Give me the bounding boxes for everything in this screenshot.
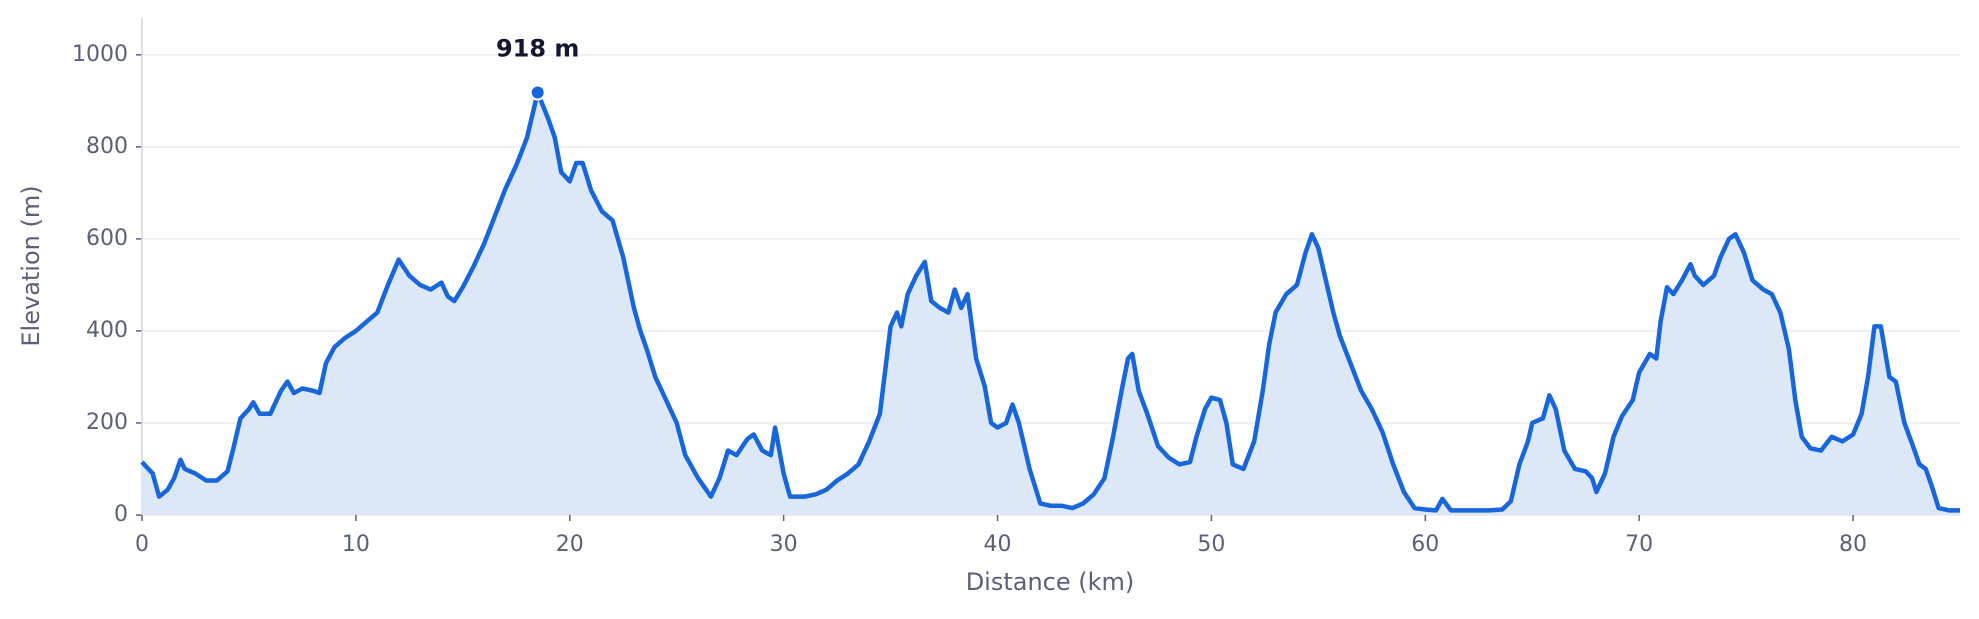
y-tick-label: 800 (86, 134, 128, 159)
x-tick-label: 30 (770, 532, 798, 557)
y-tick-label: 400 (86, 318, 128, 343)
y-tick-label: 200 (86, 410, 128, 435)
y-tick-label: 0 (114, 502, 128, 527)
x-tick-label: 80 (1839, 532, 1867, 557)
peak-label: 918 m (496, 35, 579, 63)
area (142, 92, 1960, 516)
y-axis-label: Elevation (m) (17, 185, 45, 346)
line (140, 90, 1960, 513)
x-tick-label: 10 (342, 532, 370, 557)
y-tick-label: 1000 (72, 42, 128, 67)
x-tick-label: 50 (1197, 532, 1225, 557)
x-tick-label: 60 (1411, 532, 1439, 557)
x-tick-label: 70 (1625, 532, 1653, 557)
x-tick-label: 20 (556, 532, 584, 557)
y-tick-label: 600 (86, 226, 128, 251)
x-axis-label: Distance (km) (966, 568, 1135, 596)
x-tick-label: 40 (984, 532, 1012, 557)
peak-marker (529, 84, 546, 101)
x-tick-label: 0 (135, 532, 149, 557)
